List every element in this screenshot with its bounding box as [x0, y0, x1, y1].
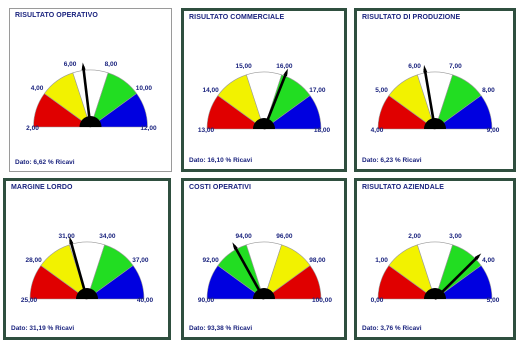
gauge-tick-label: 94,00: [235, 233, 252, 240]
gauge-title: RISULTATO DI PRODUZIONE: [362, 14, 461, 21]
gauge-tick-label: 17,00: [309, 87, 326, 94]
gauge-sector-5: [86, 265, 145, 300]
gauge-tick-label: 37,00: [132, 257, 149, 264]
gauge-tick-label: 1,00: [375, 257, 388, 264]
gauge-tick-label: 13,00: [198, 127, 215, 134]
gauge-title: RISULTATO AZIENDALE: [362, 184, 445, 191]
gauge-tick-label: 4,00: [31, 85, 44, 92]
gauge-sector-5: [434, 95, 493, 130]
gauge-hub: [253, 288, 275, 299]
gauge-dial: 90,00 92,00 94,00 96,00 98,00 100,00: [198, 233, 332, 304]
gauge-dial: 2,00 4,00 6,00 8,00 10,00 12,00: [26, 61, 157, 132]
gauge-needle-tip: [232, 242, 238, 250]
gauge-tick-label: 6,00: [64, 61, 77, 68]
gauge-tick-label: 4,00: [482, 257, 495, 264]
gauge-tick-label: 8,00: [105, 61, 118, 68]
gauge-tick-label: 15,00: [235, 63, 252, 70]
gauge-needle-tip: [69, 236, 74, 245]
gauge-dial: 0,00 1,00 2,00 3,00 4,00 5,00: [371, 233, 500, 304]
gauge-value-readout: Dato: 3,76 % Ricavi: [362, 325, 422, 332]
gauge-tick-label: 0,00: [371, 297, 384, 304]
gauge-hub: [76, 288, 98, 299]
gauge-tick-label: 40,00: [137, 297, 154, 304]
gauge-tick-label: 5,00: [487, 297, 500, 304]
gauge-needle-tip: [283, 68, 288, 77]
gauge-value-readout: Dato: 6,62 % Ricavi: [15, 159, 75, 166]
gauge-title: COSTI OPERATIVI: [189, 184, 252, 191]
gauge-value-readout: Dato: 31,19 % Ricavi: [11, 325, 75, 332]
gauge-sector-5: [89, 93, 148, 128]
gauge-panel-risultato-operativo: RISULTATO OPERATIVO Dato: 6,62 % Ricavi 2,…: [9, 8, 172, 172]
gauge-tick-label: 25,00: [21, 297, 38, 304]
gauge-hub: [253, 118, 275, 129]
gauge-value-readout: Dato: 93,38 % Ricavi: [189, 325, 253, 332]
gauge-panel-margine-lordo: MARGINE LORDO Dato: 31,19 % Ricavi 25,00 28…: [3, 178, 171, 340]
gauge-tick-label: 96,00: [276, 233, 293, 240]
gauge-tick-label: 92,00: [202, 257, 219, 264]
gauge-sector-5: [263, 265, 322, 300]
gauge-tick-label: 31,00: [58, 233, 75, 240]
gauge-hub: [424, 118, 446, 129]
gauge-tick-label: 14,00: [202, 87, 219, 94]
gauge-tick-label: 2,00: [408, 233, 421, 240]
gauge-needle-tip: [423, 64, 428, 73]
gauge-hub: [424, 288, 446, 299]
gauge-value-readout: Dato: 16,10 % Ricavi: [189, 157, 253, 164]
gauge-panel-risultato-produzione: RISULTATO DI PRODUZIONE Dato: 6,23 % Rica…: [354, 8, 516, 172]
gauge-tick-label: 16,00: [276, 63, 293, 70]
gauge-tick-label: 6,00: [408, 63, 421, 70]
gauge-dial: 13,00 14,00 15,00 16,00 17,00 18,00: [198, 63, 331, 134]
gauge-tick-label: 100,00: [312, 297, 332, 304]
gauge-panel-costi-operativi: COSTI OPERATIVI Dato: 93,38 % Ricavi 90,00…: [181, 178, 347, 340]
gauge-tick-label: 5,00: [375, 87, 388, 94]
gauge-tick-label: 7,00: [449, 63, 462, 70]
gauge-tick-label: 3,00: [449, 233, 462, 240]
gauge-sector-5: [263, 95, 322, 130]
gauge-sector-5: [434, 265, 493, 300]
gauge-dial: 25,00 28,00 31,00 34,00 37,00 40,00: [21, 233, 154, 304]
gauge-tick-label: 8,00: [482, 87, 495, 94]
gauge-tick-label: 4,00: [371, 127, 384, 134]
gauge-tick-label: 98,00: [309, 257, 326, 264]
gauge-title: MARGINE LORDO: [11, 184, 73, 191]
gauge-tick-label: 18,00: [314, 127, 331, 134]
gauge-title: RISULTATO COMMERCIALE: [189, 14, 285, 21]
gauge-title: RISULTATO OPERATIVO: [15, 12, 98, 19]
gauge-tick-label: 9,00: [487, 127, 500, 134]
gauge-tick-label: 2,00: [26, 125, 39, 132]
gauge-hub: [79, 116, 102, 127]
gauge-tick-label: 90,00: [198, 297, 215, 304]
gauge-needle-tip: [81, 62, 86, 71]
gauge-tick-label: 12,00: [140, 125, 157, 132]
gauge-tick-label: 34,00: [99, 233, 116, 240]
gauge-tick-label: 10,00: [136, 85, 153, 92]
gauge-dial: 4,00 5,00 6,00 7,00 8,00 9,00: [371, 63, 500, 134]
gauge-panel-risultato-aziendale: RISULTATO AZIENDALE Dato: 3,76 % Ricavi 0,…: [354, 178, 516, 340]
gauge-needle-tip: [474, 253, 482, 260]
gauge-tick-label: 28,00: [25, 257, 42, 264]
gauge-value-readout: Dato: 6,23 % Ricavi: [362, 157, 422, 164]
gauge-panel-risultato-commerciale: RISULTATO COMMERCIALE Dato: 16,10 % Ricav…: [181, 8, 347, 172]
